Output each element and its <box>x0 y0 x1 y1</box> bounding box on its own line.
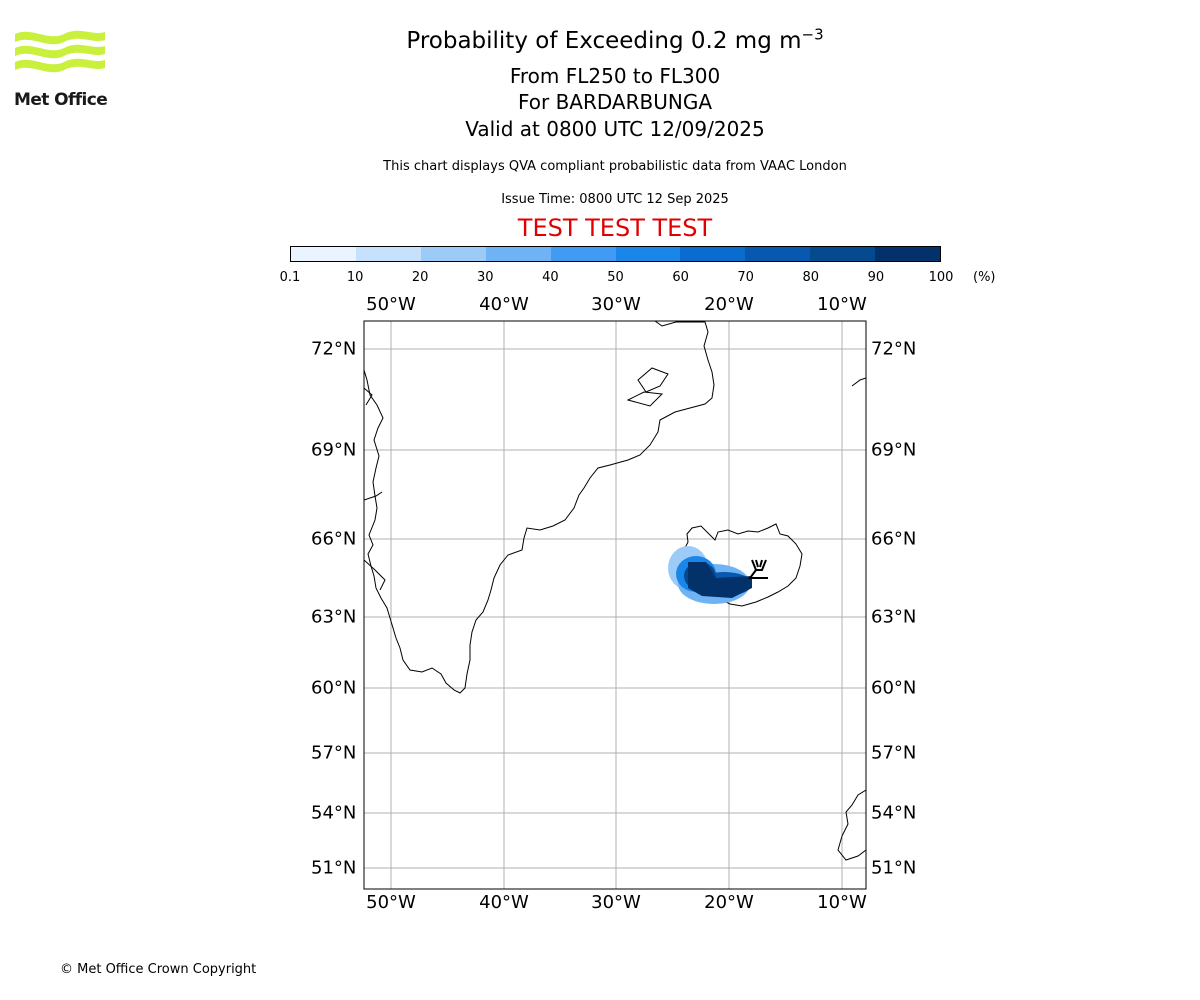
lat-label-right: 54°N <box>871 802 917 824</box>
lat-label-left: 72°N <box>311 338 357 360</box>
issue-time: Issue Time: 0800 UTC 12 Sep 2025 <box>501 192 729 207</box>
lat-label-left: 66°N <box>311 528 357 550</box>
lat-label-right: 69°N <box>871 439 917 461</box>
lat-label-right: 72°N <box>871 338 917 360</box>
colorbar-segment <box>420 247 486 261</box>
lon-label-top: 20°W <box>704 294 754 315</box>
colorbar-tick-label: 40 <box>542 270 559 285</box>
colorbar-tick-label: 10 <box>346 270 364 285</box>
colorbar-segment <box>615 247 681 261</box>
colorbar-unit: (%) <box>973 270 996 285</box>
lat-label-left: 57°N <box>311 742 357 764</box>
colorbar-segment <box>875 247 941 261</box>
colorbar-tick-label: 60 <box>672 270 689 285</box>
met-office-logo: Met Office <box>12 28 108 112</box>
lon-label-top: 30°W <box>591 294 641 315</box>
colorbar-tick-label: 20 <box>411 270 429 285</box>
colorbar-tick-label: 30 <box>477 270 494 285</box>
volcano-name: For BARDARBUNGA <box>517 90 713 114</box>
valid-time: Valid at 0800 UTC 12/09/2025 <box>465 117 765 141</box>
lat-label-right: 60°N <box>871 677 917 699</box>
chart-title: Probability of Exceeding 0.2 mg m−3 <box>0 25 1200 54</box>
colorbar-segment <box>291 247 356 261</box>
lat-label-left: 51°N <box>311 857 357 879</box>
colorbar-segment <box>550 247 616 261</box>
lat-label-right: 66°N <box>871 528 917 550</box>
met-office-wave-icon <box>15 30 105 73</box>
volcano-icon <box>748 559 768 579</box>
logo-text: Met Office <box>14 90 108 110</box>
lat-label-right: 51°N <box>871 857 917 879</box>
lat-label-right: 57°N <box>871 742 917 764</box>
probability-colorbar <box>290 246 941 262</box>
lon-label-bottom: 50°W <box>366 892 416 913</box>
colorbar-tick-label: 100 <box>928 270 954 285</box>
map-frame <box>363 320 867 890</box>
coastlines <box>364 321 866 861</box>
chart-title-exponent: −3 <box>801 25 824 44</box>
lon-label-bottom: 20°W <box>704 892 754 913</box>
lat-label-right: 63°N <box>871 606 917 628</box>
colorbar-tick-label: 70 <box>737 270 754 285</box>
level-range: From FL250 to FL300 <box>509 64 721 88</box>
colorbar-tick-label: 50 <box>607 270 624 285</box>
greenland-coast <box>364 321 715 694</box>
colorbar-tick-label: 90 <box>867 270 885 285</box>
lat-label-left: 54°N <box>311 802 357 824</box>
colorbar-segment <box>745 247 811 261</box>
colorbar-segment <box>810 247 876 261</box>
chart-title-text: Probability of Exceeding 0.2 mg m <box>406 28 802 54</box>
lon-label-top: 10°W <box>817 294 867 315</box>
lat-label-left: 60°N <box>311 677 357 699</box>
ireland-uk-coast <box>837 789 866 861</box>
copyright-notice: © Met Office Crown Copyright <box>60 962 257 977</box>
lon-label-top: 40°W <box>479 294 529 315</box>
colorbar-segment <box>485 247 551 261</box>
ash-probability-plume <box>668 546 752 604</box>
graticule <box>364 321 866 889</box>
lon-label-bottom: 10°W <box>817 892 867 913</box>
colorbar-tick-label: 80 <box>802 270 820 285</box>
colorbar-tick-label: 0.1 <box>279 270 301 285</box>
colorbar-segment <box>680 247 746 261</box>
lon-label-bottom: 30°W <box>591 892 641 913</box>
colorbar-segment <box>355 247 421 261</box>
chart-description: This chart displays QVA compliant probab… <box>383 159 847 174</box>
lat-label-left: 63°N <box>311 606 357 628</box>
test-banner: TEST TEST TEST <box>517 214 713 242</box>
lat-label-left: 69°N <box>311 439 357 461</box>
lon-label-top: 50°W <box>366 294 416 315</box>
lon-label-bottom: 40°W <box>479 892 529 913</box>
